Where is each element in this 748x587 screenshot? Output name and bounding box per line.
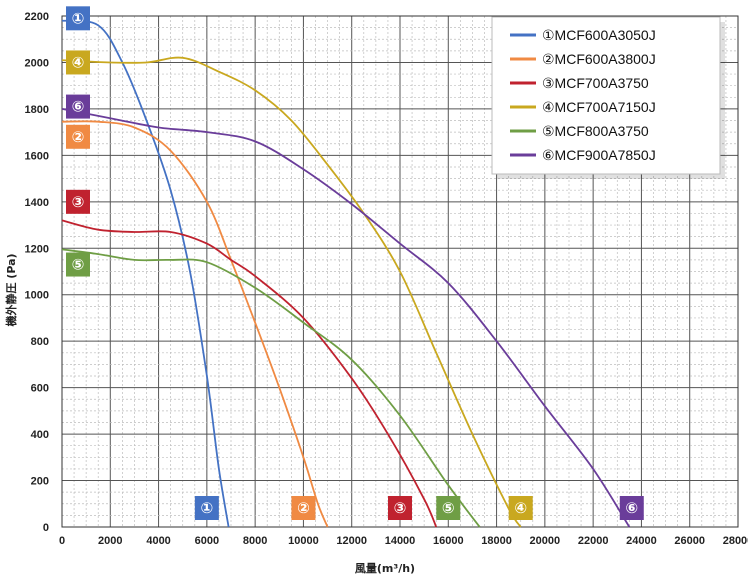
legend-label-4: ④MCF700A7150J [542,99,656,115]
y-tick-label: 200 [31,476,49,488]
left-badge-1-box [66,6,90,31]
y-tick-label: 2200 [25,11,49,23]
x-tick-label: 20000 [530,535,561,547]
x-tick-label: 16000 [433,535,464,547]
bottom-badge-4-text: ④ [514,499,527,517]
y-tick-label: 600 [31,383,49,395]
left-badge-4-box [66,50,90,75]
y-tick-label: 0 [43,522,49,534]
plot-border [61,15,739,528]
left-badge-6-box [66,94,90,119]
x-axis-label: 風量(m³/h) [355,562,415,575]
left-badge-2-box [66,124,90,149]
bottom-badge-6-box [619,496,644,520]
series-badges: ① ① ② ② ③ ③ ④ ④ ⑤ ⑤ ⑥ ⑥ [66,6,644,520]
left-badge-5-box [66,252,90,277]
bottom-badge-1-box [194,496,219,520]
left-badge-1: ① [66,6,90,31]
bottom-badge-6: ⑥ [619,496,644,520]
series-line-6 [61,108,631,528]
bottom-badge-5: ⑤ [436,496,461,520]
x-tick-label: 22000 [578,535,609,547]
x-tick-label: 6000 [195,535,219,547]
legend-box [491,16,721,175]
y-tick-label: 1400 [25,197,49,209]
legend-label-6: ⑥MCF900A7850J [542,147,656,163]
series-line-3 [61,219,438,528]
left-badge-4: ④ [66,50,90,75]
x-tick-label: 26000 [674,535,705,547]
bottom-badge-2: ② [291,496,316,520]
series-line-4 [61,56,522,528]
x-tick-label: 10000 [288,535,319,547]
bottom-badge-2-box [291,496,316,520]
axis-ticks: 0 2000 4000 6000 8000 10000 12000 14000 16000 180… [25,11,748,547]
left-badge-6: ⑥ [66,94,90,119]
legend-label-5: ⑤MCF800A3750 [542,123,649,139]
legend-label-3: ③MCF700A3750 [542,75,649,91]
bottom-badge-5-box [436,496,461,520]
bottom-badge-4-box [508,496,533,520]
y-axis-label: 機外静圧 (Pa) [4,253,18,326]
x-tick-label: 18000 [481,535,512,547]
left-badge-3-text: ③ [72,193,85,211]
left-badge-4-text: ④ [72,53,85,71]
left-badge-3-box [66,189,90,214]
bottom-badge-3: ③ [388,496,412,520]
y-tick-label: 800 [31,336,49,348]
left-badge-5: ⑤ [66,252,90,277]
left-badge-2-text: ② [72,128,85,146]
left-badge-5-text: ⑤ [72,256,85,274]
bottom-badge-1-text: ① [201,499,214,517]
bottom-badge-4: ④ [508,496,533,520]
series-line-5 [61,248,481,528]
legend-label-1: ①MCF600A3050J [542,27,656,43]
y-tick-label: 1800 [25,104,49,116]
y-tick-label: 1000 [25,290,49,302]
series-line-1 [61,19,230,528]
legend: ①MCF600A3050J ②MCF600A3800J ③MCF700A3750 ④M… [491,16,725,179]
x-tick-label: 4000 [146,535,170,547]
series-lines [61,19,631,528]
y-tick-label: 2000 [25,57,49,69]
bottom-badge-3-text: ③ [394,499,407,517]
x-tick-label: 8000 [243,535,267,547]
y-tick-label: 1600 [25,150,49,162]
x-tick-label: 0 [59,535,65,547]
bottom-badge-2-text: ② [297,499,310,517]
bottom-badge-5-text: ⑤ [442,499,455,517]
bottom-badge-3-box [388,496,412,520]
y-tick-label: 400 [31,429,49,441]
left-badge-2: ② [66,124,90,149]
legend-label-2: ②MCF600A3800J [542,51,656,67]
x-tick-label: 2000 [98,535,122,547]
y-tick-label: 1200 [25,243,49,255]
bottom-badge-6-text: ⑥ [625,499,638,517]
x-tick-label: 24000 [626,535,657,547]
left-badge-3: ③ [66,189,90,214]
x-tick-label: 12000 [336,535,367,547]
left-badge-1-text: ① [72,9,85,27]
x-tick-label: 14000 [385,535,416,547]
series-line-2 [61,120,329,528]
left-badge-6-text: ⑥ [72,98,85,116]
bottom-badge-1: ① [194,496,219,520]
